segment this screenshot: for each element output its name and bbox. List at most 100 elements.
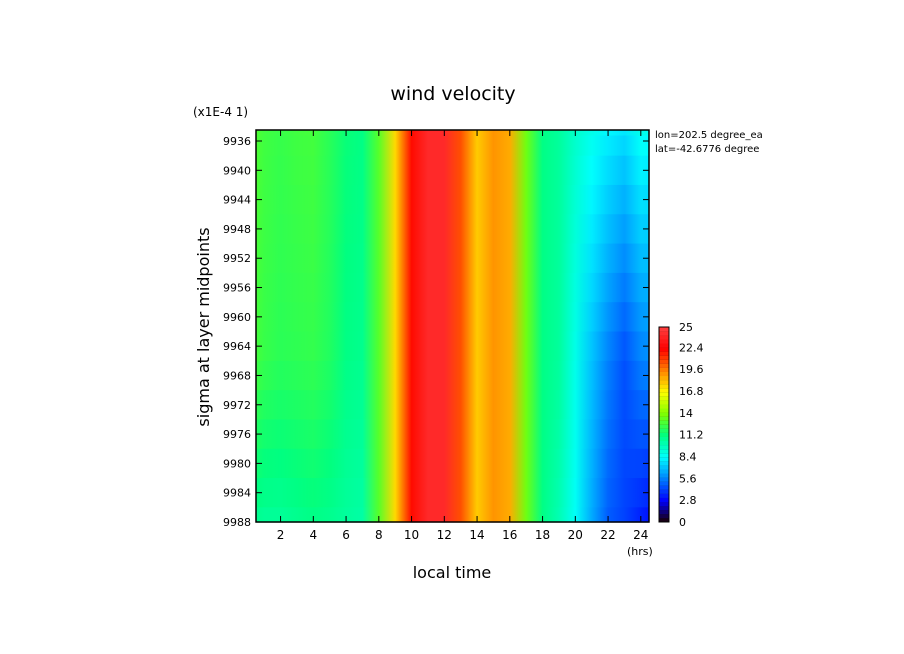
heatmap-row: [256, 135, 649, 157]
y-tick-label: 9968: [223, 369, 251, 382]
y-scale-label: (x1E-4 1): [193, 105, 248, 119]
colorbar-segment: [659, 420, 669, 425]
colorbar-segment: [659, 452, 669, 458]
colorbar: 25 22.4 19.6 16.8 14 11.2 8.4 5.6 2.8 0: [658, 321, 704, 529]
x-tick-label: 22: [600, 528, 615, 542]
y-tick-label: 9960: [223, 311, 251, 324]
colorbar-segment: [659, 392, 669, 397]
colorbar-segment: [659, 485, 669, 490]
heatmap-row: [256, 214, 649, 245]
x-tick-label: 24: [633, 528, 648, 542]
x-tick-label: 8: [375, 528, 383, 542]
colorbar-segment: [659, 375, 669, 381]
colorbar-tick-label: 5.6: [679, 472, 697, 485]
x-tick-label: 16: [502, 528, 517, 542]
x-axis: 2 4 6 8 10 12 14 16 18 20 22 24: [277, 130, 648, 542]
colorbar-tick-label: 0: [679, 516, 686, 529]
colorbar-tick-label: 14: [679, 407, 693, 420]
colorbar-segment: [659, 432, 669, 437]
colorbar-segment: [659, 477, 669, 482]
y-tick-label: 9980: [223, 457, 251, 470]
colorbar-segment: [659, 331, 669, 336]
colorbar-segment: [659, 509, 669, 515]
colorbar-segment: [659, 501, 669, 507]
colorbar-segment: [659, 481, 669, 486]
x-tick-label: 2: [277, 528, 285, 542]
y-tick-label: 9944: [223, 194, 251, 207]
x-tick-label: 20: [568, 528, 583, 542]
annotation-lon: lon=202.5 degree_ea: [655, 130, 763, 141]
colorbar-segment: [659, 424, 669, 429]
colorbar-segment: [659, 339, 669, 344]
heatmap-row: [256, 390, 649, 421]
colorbar-segment: [659, 363, 669, 368]
x-axis-label: local time: [413, 563, 492, 582]
x-tick-label: 14: [469, 528, 484, 542]
heatmap-row: [256, 419, 649, 450]
colorbar-segment: [659, 493, 669, 498]
colorbar-segment: [659, 505, 669, 511]
colorbar-segment: [659, 355, 669, 360]
colorbar-segment: [659, 412, 669, 417]
colorbar-segment: [659, 416, 669, 421]
x-tick-label: 10: [404, 528, 419, 542]
colorbar-segment: [659, 469, 669, 474]
y-axis: 9936 9940 9944 9948 9952 9956 9960 9964 9968 9972…: [223, 135, 649, 529]
colorbar-segment: [659, 367, 669, 372]
colorbar-segment: [659, 343, 669, 348]
heatmap-row: [256, 331, 649, 362]
colorbar-segment: [659, 371, 669, 377]
colorbar-tick-label: 25: [679, 321, 693, 334]
colorbar-segment: [659, 448, 669, 454]
heatmap-row: [256, 272, 649, 303]
x-unit-label: (hrs): [627, 545, 653, 558]
colorbar-tick-label: 8.4: [679, 450, 697, 463]
annotation-lat: lat=-42.6776 degree: [655, 144, 759, 155]
colorbar-segment: [659, 517, 669, 523]
heatmap-row: [256, 360, 649, 391]
x-tick-label: 6: [342, 528, 350, 542]
colorbar-tick-label: 2.8: [679, 494, 697, 507]
heatmap-row: [256, 130, 649, 137]
y-tick-label: 9964: [223, 340, 251, 353]
colorbar-segment: [659, 428, 669, 433]
heatmap-area: [255, 129, 650, 523]
colorbar-segment: [659, 461, 669, 466]
colorbar-segment: [659, 444, 669, 450]
x-tick-label: 4: [309, 528, 317, 542]
y-tick-label: 9976: [223, 428, 251, 441]
y-tick-label: 9972: [223, 399, 251, 412]
y-axis-label: sigma at layer midpoints: [194, 227, 213, 426]
colorbar-segment: [659, 387, 669, 393]
colorbar-segment: [659, 408, 669, 413]
y-tick-label: 9956: [223, 282, 251, 295]
heatmap-row: [256, 507, 649, 523]
colorbar-segment: [659, 489, 669, 494]
y-tick-label: 9988: [223, 516, 251, 529]
colorbar-segment: [659, 396, 669, 401]
colorbar-segment: [659, 473, 669, 478]
colorbar-segment: [659, 383, 669, 389]
y-tick-label: 9936: [223, 135, 251, 148]
y-tick-label: 9952: [223, 252, 251, 265]
colorbar-segment: [659, 379, 669, 385]
colorbar-segment: [659, 513, 669, 519]
heatmap-row: [256, 478, 649, 508]
colorbar-segment: [659, 351, 669, 356]
colorbar-segment: [659, 440, 669, 446]
colorbar-segment: [659, 457, 669, 462]
heatmap-row: [256, 448, 649, 479]
colorbar-segment: [659, 327, 669, 332]
colorbar-segment: [659, 400, 669, 405]
heatmap-row: [256, 243, 649, 274]
colorbar-tick-label: 19.6: [679, 363, 704, 376]
colorbar-frame: [658, 326, 670, 523]
colorbar-tick-label: 22.4: [679, 341, 704, 354]
heatmap-row: [256, 302, 649, 333]
colorbar-segment: [659, 347, 669, 352]
x-tick-label: 12: [437, 528, 452, 542]
chart-title: wind velocity: [390, 83, 515, 105]
y-tick-label: 9948: [223, 223, 251, 236]
x-tick-label: 18: [535, 528, 550, 542]
